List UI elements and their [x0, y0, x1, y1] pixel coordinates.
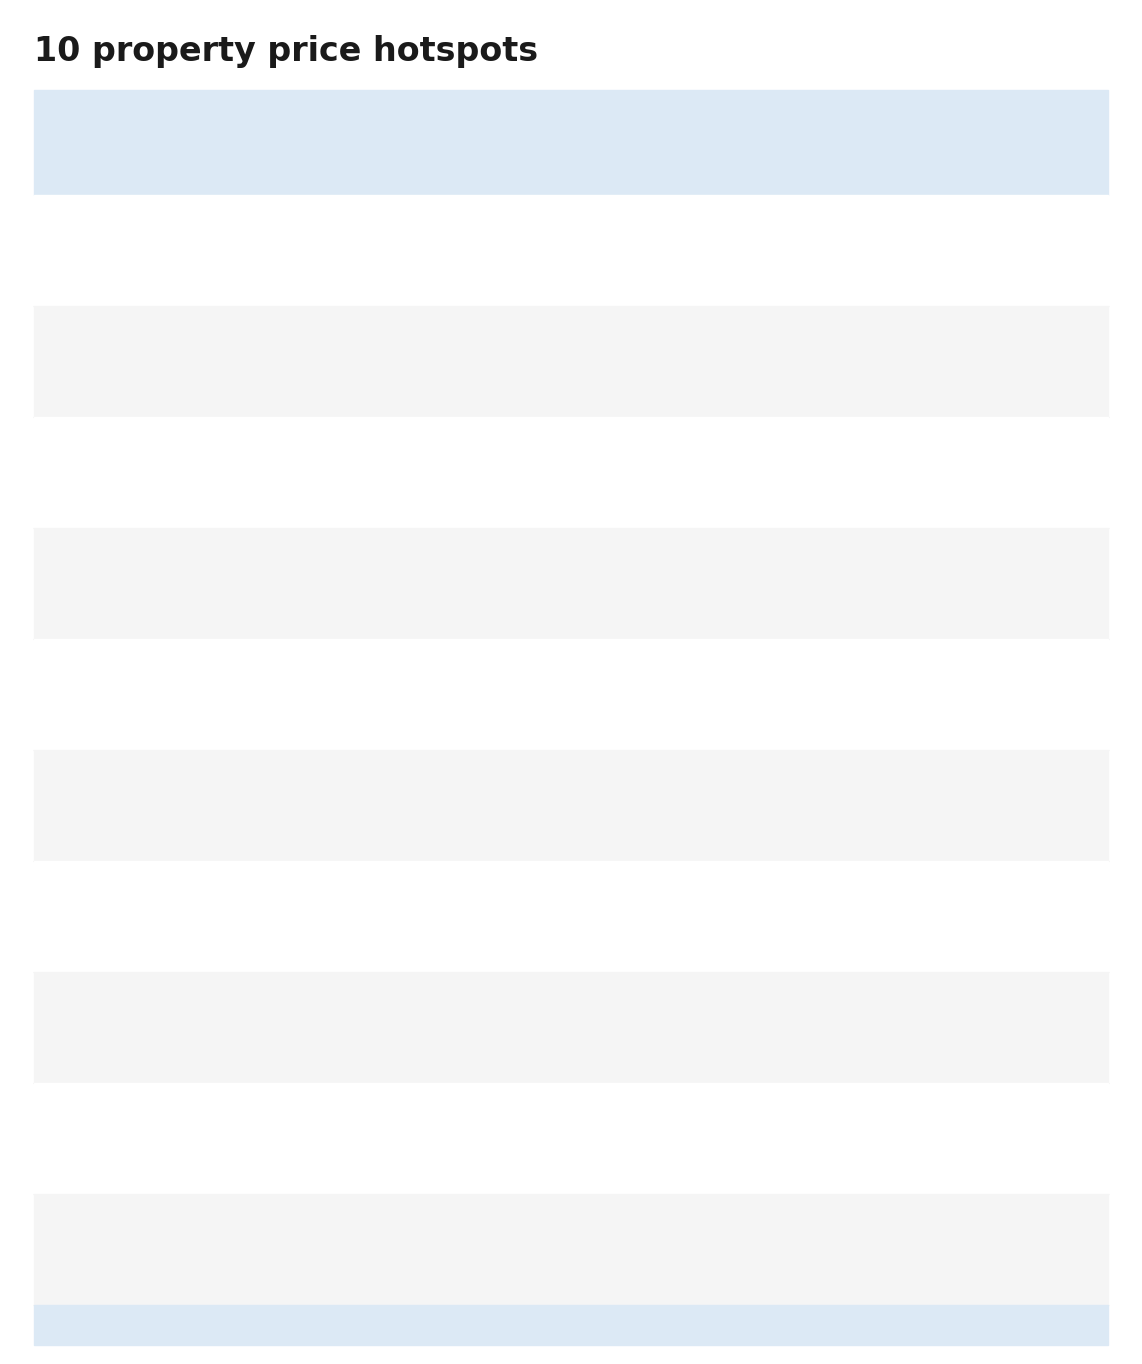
- Text: £154,004: £154,004: [320, 573, 419, 593]
- Text: Sunbury-On-Thames,
Surrey: Sunbury-On-Thames, Surrey: [34, 228, 254, 273]
- Text: Merthyr Tydfil, South
Glamorgan: Merthyr Tydfil, South Glamorgan: [34, 893, 250, 940]
- Text: £171,007: £171,007: [540, 907, 640, 926]
- Text: £142,058: £142,058: [540, 573, 640, 593]
- Text: Bristol City Centre,
Bristol: Bristol City Centre, Bristol: [34, 338, 231, 385]
- Text: £231,533: £231,533: [540, 1128, 640, 1148]
- Text: £194,439: £194,439: [540, 795, 640, 816]
- Text: Skelmersdale,
Lancashire: Skelmersdale, Lancashire: [34, 561, 182, 607]
- Text: Swinton, Greater
Manchester: Swinton, Greater Manchester: [34, 450, 210, 495]
- Text: +7.6%: +7.6%: [770, 685, 841, 704]
- Text: £166,179: £166,179: [540, 1018, 640, 1038]
- Text: £177,631: £177,631: [320, 1018, 419, 1038]
- Text: £183,550: £183,550: [320, 907, 419, 926]
- Text: +7.3%: +7.3%: [770, 907, 841, 926]
- Text: +6.8%: +6.8%: [770, 1240, 841, 1259]
- Text: £247,479: £247,479: [320, 1128, 419, 1148]
- Text: +7.3%: +7.3%: [770, 795, 841, 816]
- Text: +8.4%: +8.4%: [770, 573, 841, 593]
- Text: £155,240: £155,240: [320, 1240, 419, 1259]
- Text: Swansea, Wales: Swansea, Wales: [34, 795, 202, 816]
- Text: +6.9%: +6.9%: [770, 1128, 841, 1148]
- Text: £280,886: £280,886: [540, 685, 640, 704]
- Text: Gosforth, Newcastle
Upon Tyne: Gosforth, Newcastle Upon Tyne: [34, 671, 244, 717]
- Text: Glenrothes, Fife: Glenrothes, Fife: [34, 1240, 198, 1259]
- Text: Darwen, Lancashire: Darwen, Lancashire: [34, 1018, 240, 1038]
- Text: Year-on-year
price change: Year-on-year price change: [770, 120, 922, 165]
- Text: Area: Area: [34, 132, 89, 153]
- Text: £208,709: £208,709: [320, 795, 419, 816]
- Text: £592,976: £592,976: [320, 240, 420, 261]
- Text: +9.0%: +9.0%: [770, 352, 841, 371]
- Text: +6.9%: +6.9%: [770, 1018, 841, 1038]
- Text: 10 property price hotspots: 10 property price hotspots: [34, 35, 538, 68]
- Text: Average asking
price 2024: Average asking price 2024: [320, 120, 501, 165]
- Text: £145,337: £145,337: [540, 1240, 640, 1259]
- Text: +12.5%: +12.5%: [770, 240, 854, 261]
- Text: +9.0%: +9.0%: [770, 462, 841, 483]
- Text: North Shields, Tyne &
Wear: North Shields, Tyne & Wear: [34, 1116, 258, 1161]
- Text: £527,005: £527,005: [540, 240, 640, 261]
- Text: £391,042: £391,042: [320, 352, 419, 371]
- Text: £264,081: £264,081: [320, 462, 419, 483]
- Text: £302,189: £302,189: [320, 685, 419, 704]
- Text: £242,303: £242,303: [540, 462, 640, 483]
- Text: Average asking
price 2023: Average asking price 2023: [540, 120, 722, 165]
- Text: £358,654: £358,654: [540, 352, 640, 371]
